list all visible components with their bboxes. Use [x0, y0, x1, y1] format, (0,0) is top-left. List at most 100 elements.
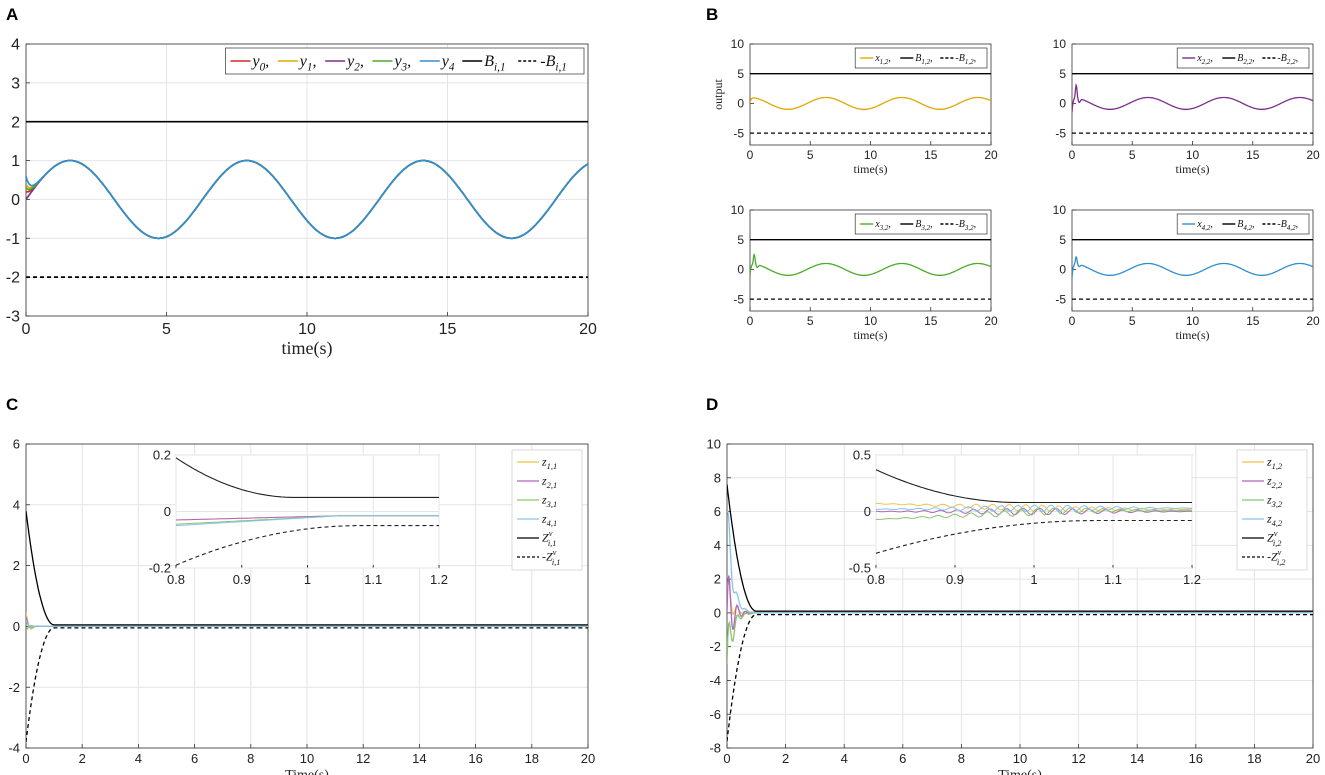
x-tick-label: 10 — [298, 321, 316, 338]
series-line--Z-v-i-2 — [727, 613, 1313, 742]
x-tick-label: 5 — [1129, 148, 1136, 162]
legend: x4,2, B4,2, -B4,2, — [1176, 213, 1310, 235]
legend-label-base: z — [541, 455, 547, 469]
y-tick-label: 10 — [1053, 37, 1067, 51]
x-tick-label: 20 — [579, 321, 597, 338]
y-tick-label: 4 — [714, 538, 721, 553]
legend-label: B2,2, — [1237, 53, 1254, 66]
legend-label: y1, — [298, 53, 317, 74]
legend-label-base: B — [1237, 219, 1243, 230]
y-tick-label: -5 — [733, 126, 744, 140]
inset-y-tick-label: -0.5 — [849, 561, 871, 576]
x-tick-label: 10 — [1186, 148, 1200, 162]
inset-y-tick-label: -0.2 — [149, 561, 171, 576]
x-tick-label: 20 — [1306, 314, 1320, 328]
y-tick-label: -2 — [6, 270, 20, 287]
legend-box — [854, 47, 988, 69]
legend: x3,2, B3,2, -B3,2, — [854, 213, 988, 235]
inset-x-tick-label: 1.1 — [364, 572, 382, 587]
x-tick-label: 2 — [782, 751, 789, 766]
y-tick-label: -2 — [709, 639, 721, 654]
y-tick-label: 0 — [737, 263, 744, 277]
y-tick-label: -4 — [8, 741, 20, 756]
y-tick-label: 0 — [13, 619, 20, 634]
legend-label: z1,1 — [541, 455, 557, 472]
x-tick-label: 6 — [191, 751, 198, 766]
legend-label: B1,2, — [915, 53, 932, 66]
legend-label-base: B — [915, 53, 921, 64]
x-tick-label: 18 — [525, 751, 539, 766]
x-axis-label: time(s) — [282, 338, 333, 359]
series-group — [750, 73, 991, 134]
legend-label-base: z — [541, 474, 547, 488]
legend-label-suffix: , — [360, 53, 364, 70]
series-line-Z-v-i-2 — [727, 484, 1313, 612]
y-tick-label: -5 — [1055, 292, 1066, 306]
panel-letter-d: D — [706, 395, 718, 414]
series-line-x2-2 — [1072, 83, 1313, 113]
legend-label-sub: i,1 — [548, 539, 557, 548]
legend-label-sub: i,1 — [555, 62, 567, 74]
x-tick-label: 15 — [924, 148, 938, 162]
legend-label-sub: 3,2 — [920, 224, 930, 232]
legend-label-suffix: , — [265, 53, 269, 70]
legend-label: z2,1 — [541, 474, 557, 491]
legend-label: z3,1 — [541, 493, 557, 510]
legend: x2,2, B2,2, -B2,2, — [1176, 47, 1310, 69]
legend-label-sub: 3 — [401, 62, 408, 74]
x-tick-label: 5 — [1129, 314, 1136, 328]
y-tick-label: -2 — [8, 680, 20, 695]
legend-label-sup: v — [553, 548, 557, 557]
y-tick-label: -1 — [6, 231, 20, 248]
y-tick-label: -5 — [733, 292, 744, 306]
legend-label-base: B — [915, 219, 921, 230]
legend-label-suffix: , — [313, 53, 317, 70]
legend-label-base: z — [541, 512, 547, 526]
legend-label-base: z — [1266, 493, 1272, 507]
legend-label-base: Z — [542, 531, 549, 545]
legend-label: -B3,2, — [955, 219, 976, 232]
inset-x-tick-label: 0.9 — [233, 572, 251, 587]
series-line--Z-v-i-1 — [26, 627, 588, 742]
legend-label-suffix: , — [407, 53, 411, 70]
inset-envelope-lower — [875, 519, 1192, 554]
inset-y-tick-label: 0.5 — [853, 448, 871, 463]
legend-box — [1176, 47, 1310, 69]
x-tick-label: 20 — [984, 148, 998, 162]
legend-label: Zv i,1 — [542, 529, 556, 548]
legend-label-suffix: , — [1210, 219, 1213, 230]
inset-x-tick-label: 0.9 — [946, 572, 964, 587]
legend-label-sub: 1,2 — [1272, 462, 1282, 471]
chart-d: 02468101214161820-8-6-4-20246810Time(s)z… — [707, 437, 1321, 775]
inset-envelope-upper — [175, 457, 439, 498]
y-tick-label: 2 — [13, 558, 20, 573]
series-line-x3-2 — [750, 253, 991, 277]
inset-envelope-upper — [875, 469, 1192, 504]
inset-series-z4-1 — [175, 515, 439, 527]
legend-label-sub: i,2 — [1277, 558, 1286, 567]
legend-label-sub: i,1 — [552, 558, 561, 567]
legend-label-suffix: , — [1252, 53, 1255, 64]
y-tick-label: 4 — [11, 37, 20, 54]
y-tick-label: 6 — [13, 437, 20, 452]
x-tick-label: 5 — [807, 314, 814, 328]
inset-x-tick-label: 0.8 — [867, 572, 885, 587]
legend-label-base: -B — [1277, 219, 1286, 230]
x-tick-label: 0 — [22, 751, 29, 766]
legend-label-base: x — [1196, 53, 1202, 64]
y-tick-label: -4 — [709, 673, 721, 688]
x-tick-label: 10 — [1186, 314, 1200, 328]
series-group — [26, 120, 588, 278]
legend-label-sub: 1,2 — [921, 58, 930, 66]
legend-label-base: y — [250, 53, 260, 70]
y-tick-label: 2 — [11, 114, 20, 131]
inset-x-tick-label: 0.8 — [167, 572, 185, 587]
x-tick-label: 15 — [924, 314, 938, 328]
y-tick-label: -5 — [1055, 126, 1066, 140]
series-group — [750, 239, 991, 300]
x-axis-label: time(s) — [1176, 162, 1210, 176]
x-tick-label: 8 — [958, 751, 965, 766]
